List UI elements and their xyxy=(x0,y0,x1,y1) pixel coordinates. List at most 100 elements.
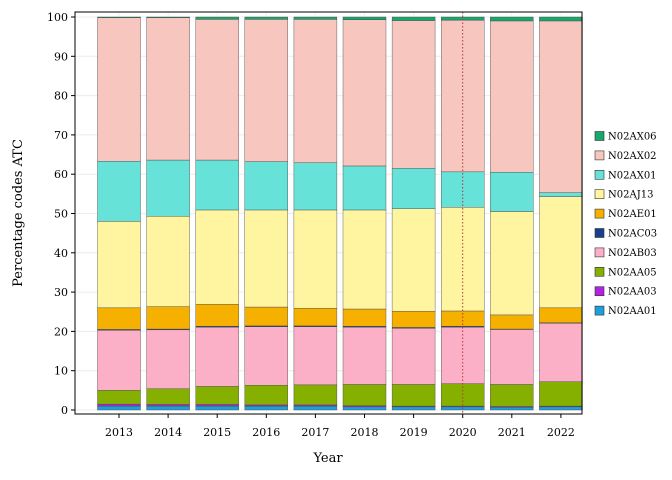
y-axis-title: Percentage codes ATC xyxy=(11,139,26,287)
bar-segment xyxy=(539,20,583,193)
legend-swatch xyxy=(594,189,605,199)
legend-item: N02AX06 xyxy=(594,131,657,143)
bar-segment xyxy=(293,405,338,411)
legend-swatch xyxy=(594,228,605,238)
bar-segment xyxy=(244,19,289,162)
bar-segment xyxy=(391,384,436,407)
x-tick-label: 2022 xyxy=(547,426,575,439)
x-tick-label: 2019 xyxy=(400,426,428,439)
y-tick-label: 0 xyxy=(61,404,68,417)
bar-segment xyxy=(146,216,190,307)
bar-segment xyxy=(97,390,141,405)
bar-segment xyxy=(146,388,190,405)
bar-segment xyxy=(146,16,190,18)
x-tick-label: 2018 xyxy=(351,426,379,439)
bar-segment xyxy=(146,17,190,161)
y-tick-label: 80 xyxy=(54,90,68,103)
x-tick-label: 2013 xyxy=(105,426,133,439)
bar-segment xyxy=(146,404,190,407)
legend: N02AX06 N02AX02 N02AX01 N02AJ13 N02AE01 N02AC… xyxy=(594,131,657,317)
bar-segment xyxy=(539,406,583,411)
bar-segment xyxy=(97,307,141,330)
bar-segment xyxy=(539,16,583,22)
bar-stack xyxy=(293,16,338,411)
x-tick-label: 2014 xyxy=(154,426,182,439)
bar-segment xyxy=(490,172,534,212)
legend-label: N02AC03 xyxy=(608,229,657,240)
y-tick-label: 70 xyxy=(54,129,68,142)
legend-item: N02AA05 xyxy=(594,266,657,278)
legend-swatch xyxy=(594,208,605,219)
bar-segment xyxy=(342,384,387,406)
bar-stack xyxy=(490,16,534,411)
bar-stack xyxy=(342,16,387,411)
legend-item: N02AX01 xyxy=(594,170,657,181)
bar-segment xyxy=(146,329,190,389)
bar-stack xyxy=(539,16,583,411)
legend-label: N02AJ13 xyxy=(608,190,653,201)
bar-segment xyxy=(342,308,387,327)
x-tick-label: 2016 xyxy=(252,426,280,439)
bar-segment xyxy=(146,306,190,330)
bar-segment xyxy=(244,16,289,20)
bar-stack xyxy=(244,16,289,411)
bars xyxy=(97,16,583,411)
bar-segment xyxy=(195,209,239,305)
bar-segment xyxy=(539,322,583,382)
bar-segment xyxy=(342,209,387,310)
bar-segment xyxy=(391,16,436,21)
bar-segment xyxy=(391,328,436,385)
legend-swatch xyxy=(594,247,605,258)
bar-segment xyxy=(293,16,338,20)
bar-segment xyxy=(391,406,436,411)
legend-item: N02AA01 xyxy=(594,305,657,317)
bar-segment xyxy=(293,384,338,406)
bar-segment xyxy=(244,209,289,308)
bar-segment xyxy=(97,403,141,407)
bar-segment xyxy=(391,168,436,209)
bar-segment xyxy=(244,326,289,386)
y-tick-label: 50 xyxy=(54,208,68,221)
bar-segment xyxy=(195,16,239,20)
bar-segment xyxy=(97,330,141,391)
legend-label: N02AE01 xyxy=(608,209,657,220)
legend-item: N02AJ13 xyxy=(594,189,653,201)
bar-stack xyxy=(97,16,141,411)
bar-stack xyxy=(146,16,190,411)
bar-stack xyxy=(441,16,485,411)
legend-label: N02AX01 xyxy=(608,170,657,181)
bar-segment xyxy=(490,407,534,411)
bar-segment xyxy=(490,211,534,316)
bar-segment xyxy=(391,20,436,169)
bar-segment xyxy=(342,406,387,411)
bar-segment xyxy=(244,385,289,406)
legend-swatch xyxy=(594,305,605,316)
x-tick-label: 2017 xyxy=(301,426,329,439)
bar-segment xyxy=(490,384,534,407)
bar-segment xyxy=(293,19,338,164)
y-tick-label: 10 xyxy=(54,365,68,378)
bar-segment xyxy=(539,196,583,309)
bar-segment xyxy=(490,20,534,173)
legend-label: N02AA01 xyxy=(608,306,657,317)
y-axis: 0 10 20 30 40 50 60 70 80 90 100 xyxy=(47,11,75,417)
bar-segment xyxy=(293,308,338,327)
bar-segment xyxy=(97,405,141,411)
bar-segment xyxy=(391,208,436,312)
bar-segment xyxy=(195,326,239,387)
bar-segment xyxy=(342,16,387,20)
bar-segment xyxy=(539,192,583,197)
y-tick-label: 60 xyxy=(54,168,68,181)
y-tick-label: 30 xyxy=(54,286,68,299)
bar-stack xyxy=(195,16,239,411)
bar-segment xyxy=(244,405,289,411)
bar-segment xyxy=(490,329,534,385)
legend-label: N02AA05 xyxy=(608,267,657,278)
bar-segment xyxy=(195,405,239,411)
bar-segment xyxy=(195,404,239,407)
bar-segment xyxy=(97,17,141,162)
bar-segment xyxy=(441,19,485,173)
y-tick-label: 100 xyxy=(47,11,68,24)
bar-segment xyxy=(244,161,289,211)
